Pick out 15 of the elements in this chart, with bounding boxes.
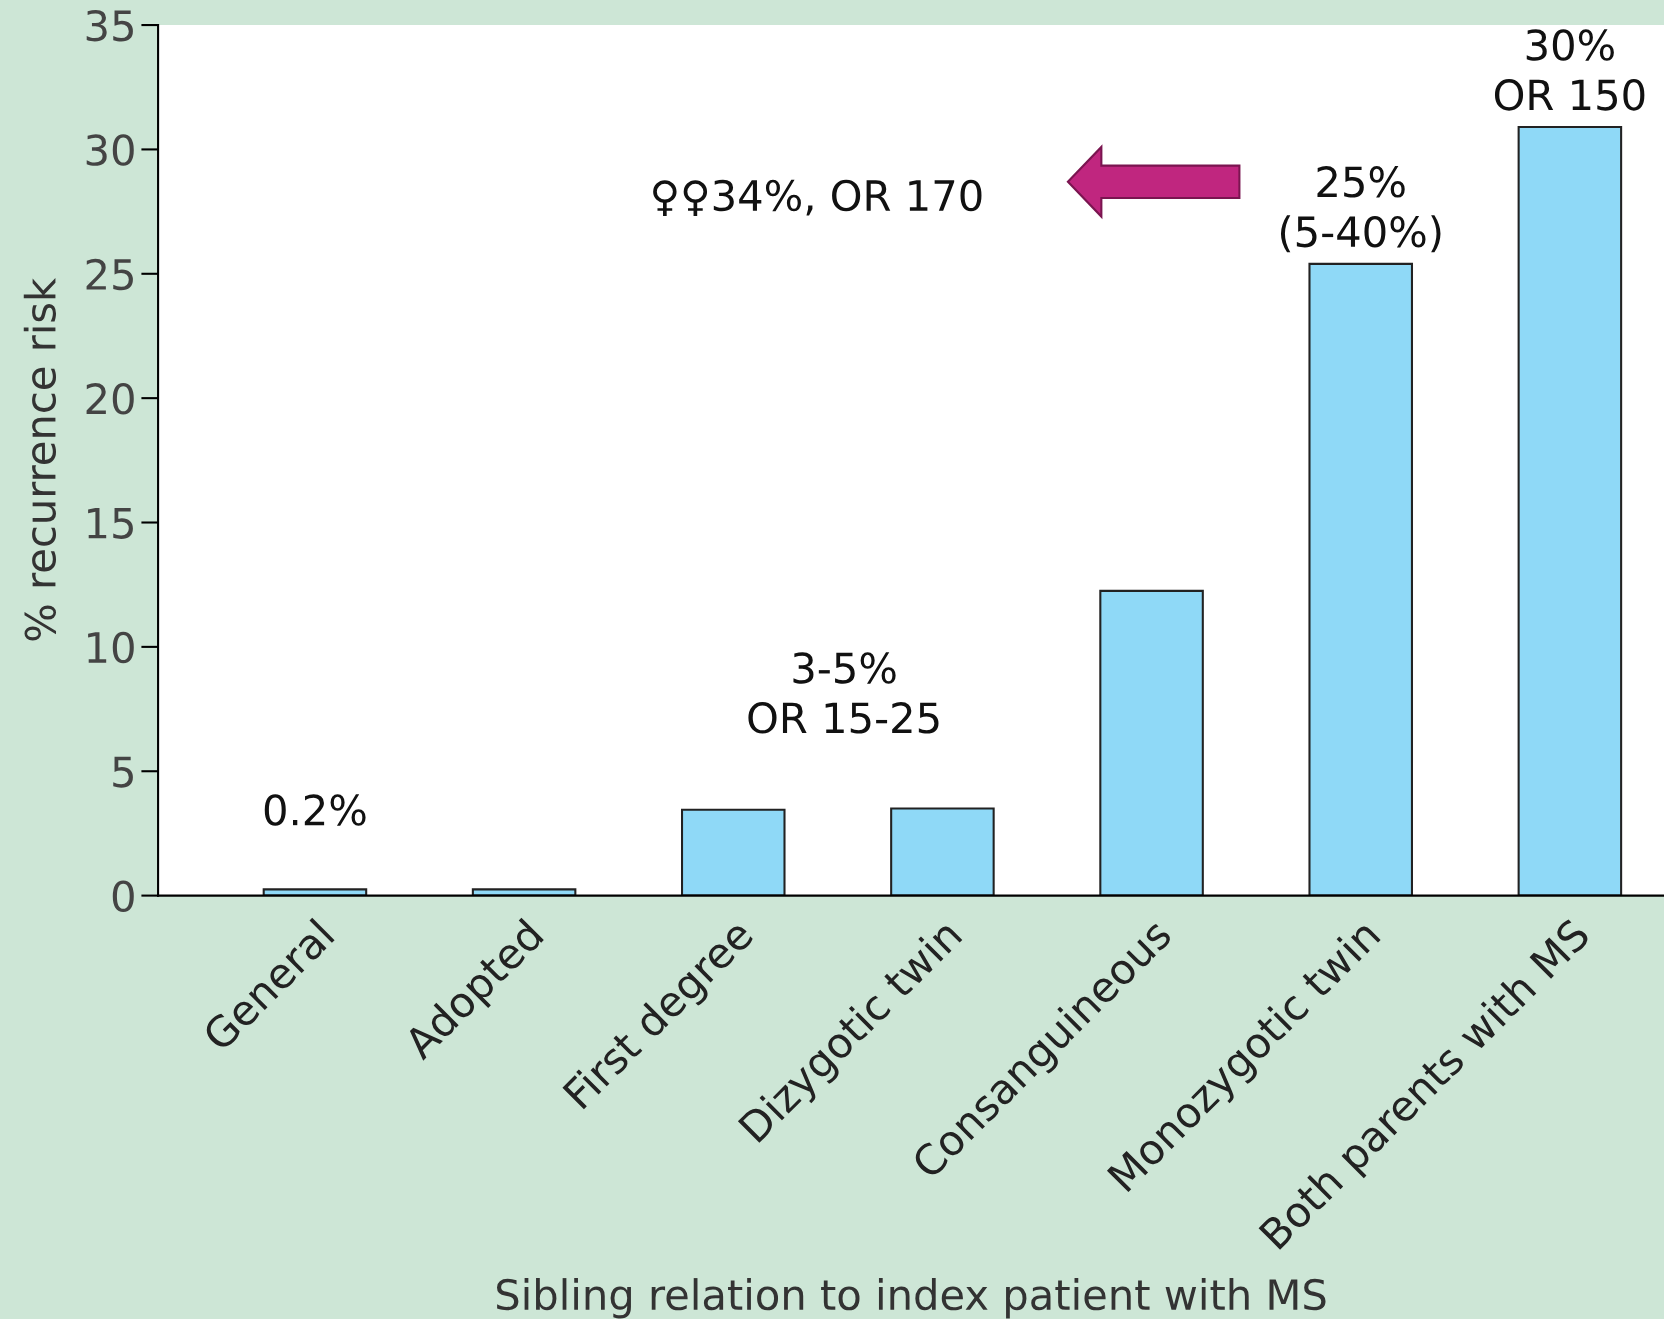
annotation: 3-5% OR 15-25 — [748, 652, 939, 734]
y-tick-label: 35 — [86, 9, 133, 42]
y-tick-label: 30 — [86, 134, 134, 166]
y-tick-label: 15 — [88, 507, 133, 539]
annotation: 0.2% — [264, 794, 366, 826]
y-tick-label: 20 — [86, 383, 134, 415]
annotation: ♀♀34%, OR 170 — [653, 179, 982, 216]
y-tick-label: 25 — [86, 258, 133, 291]
annotation: 25% (5-40%) — [1280, 166, 1441, 253]
y-axis-title: % recurrence risk — [23, 277, 57, 641]
y-tick-label: 0 — [112, 880, 134, 913]
annotation: 30% OR 150 — [1494, 29, 1645, 111]
y-tick-label: 10 — [88, 631, 134, 664]
y-tick-label: 5 — [113, 756, 133, 788]
x-axis-title: Sibling relation to index patient with MS — [496, 1278, 1326, 1319]
